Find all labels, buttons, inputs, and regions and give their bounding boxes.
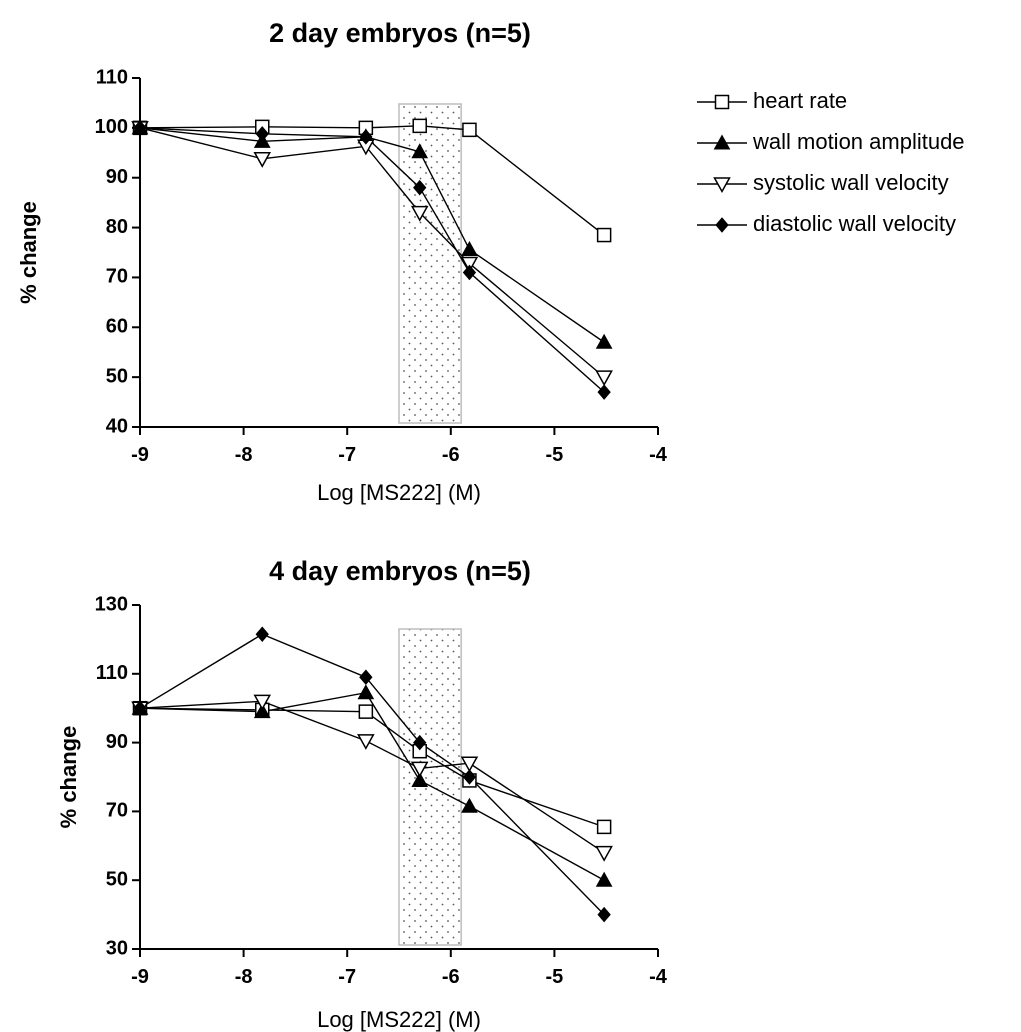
series-points-systolic-wall-velocity (131, 121, 613, 387)
data-point (460, 256, 479, 273)
x-tick-label: -5 (546, 444, 564, 466)
chart-title: 2 day embryos (n=5) (269, 18, 531, 48)
data-point (253, 694, 272, 711)
chart-title: 4 day embryos (n=5) (269, 556, 531, 586)
data-point (595, 333, 613, 349)
legend-item: heart rate (697, 88, 847, 113)
data-point (255, 626, 269, 643)
data-point (411, 143, 429, 159)
series-line-diastolic-wall-velocity (139, 633, 605, 916)
x-tick-label: -4 (649, 966, 668, 988)
y-tick-label: 50 (106, 365, 128, 387)
data-point (357, 684, 375, 700)
x-tick-label: -9 (131, 966, 149, 988)
series-line-diastolic-wall-velocity (139, 127, 605, 393)
y-tick-label: 30 (106, 937, 128, 959)
shaded-region (398, 628, 462, 946)
data-point (595, 871, 613, 887)
data-point (595, 370, 613, 387)
x-tick-label: -8 (235, 966, 253, 988)
y-tick-label: 110 (96, 66, 128, 88)
data-point (595, 845, 613, 862)
series-points-heart-rate (132, 700, 612, 835)
data-point (133, 700, 147, 716)
y-tick-label: 90 (106, 166, 128, 188)
series-line-systolic-wall-velocity (139, 700, 605, 854)
data-point (410, 761, 429, 778)
data-point (133, 120, 147, 136)
data-point (255, 126, 269, 142)
data-point (411, 771, 429, 787)
data-point (462, 264, 477, 281)
data-point (413, 734, 427, 751)
series-points-diastolic-wall-velocity (133, 626, 611, 923)
x-tick-label: -9 (131, 444, 149, 466)
x-axis-label: Log [MS222] (M) (317, 1007, 481, 1032)
data-point (462, 122, 477, 138)
y-tick-label: 40 (106, 415, 128, 437)
legend-marker (715, 217, 729, 233)
series-points-diastolic-wall-velocity (133, 120, 611, 400)
y-tick-label: 70 (106, 800, 128, 822)
x-tick-label: -7 (338, 444, 356, 466)
legend-marker (714, 94, 730, 110)
data-point (461, 240, 478, 257)
series-line-wall-motion-amplitude (139, 691, 605, 881)
data-point (596, 819, 612, 835)
data-point (359, 669, 373, 686)
data-point (597, 906, 611, 923)
y-tick-label: 80 (106, 216, 128, 238)
data-point (597, 384, 611, 400)
x-tick-label: -8 (235, 444, 253, 466)
x-tick-label: -4 (649, 444, 668, 466)
data-point (413, 179, 427, 196)
shaded-region (398, 103, 462, 424)
data-point (596, 227, 612, 243)
legend-marker (713, 177, 731, 194)
series-points-heart-rate (132, 118, 612, 243)
x-axis-label: Log [MS222] (M) (317, 480, 481, 505)
y-axis-label: % change (56, 726, 81, 829)
legend-item: systolic wall velocity (697, 170, 949, 195)
chart-4-day-embryos: 4 day embryos (n=5) % change Log [MS222]… (56, 556, 668, 1032)
legend: heart rate wall motion amplitude systolic … (697, 88, 965, 236)
y-tick-label: 110 (96, 662, 128, 684)
legend-label: systolic wall velocity (753, 170, 949, 195)
series-line-systolic-wall-velocity (139, 127, 605, 378)
x-tick-label: -6 (442, 444, 460, 466)
legend-item: wall motion amplitude (697, 129, 965, 154)
data-point (253, 703, 271, 719)
legend-label: heart rate (753, 88, 847, 113)
data-point (462, 769, 477, 785)
y-tick-label: 50 (106, 868, 128, 890)
x-tick-label: -5 (546, 966, 564, 988)
series-line-heart-rate (139, 707, 605, 828)
legend-marker (713, 134, 731, 150)
data-point (412, 118, 427, 134)
legend-item: diastolic wall velocity (697, 211, 956, 236)
x-tick-label: -6 (442, 966, 460, 988)
legend-label: wall motion amplitude (752, 129, 965, 154)
data-point (359, 129, 373, 145)
y-tick-label: 60 (106, 316, 128, 338)
data-point (461, 797, 478, 813)
data-point (253, 152, 272, 168)
y-tick-label: 130 (95, 593, 128, 615)
x-tick-label: -7 (338, 966, 356, 988)
data-point (460, 756, 479, 773)
series-line-heart-rate (139, 125, 605, 236)
series-line-wall-motion-amplitude (139, 127, 605, 343)
y-tick-label: 100 (95, 116, 128, 138)
data-point (357, 734, 375, 750)
series-points-systolic-wall-velocity (131, 694, 613, 862)
y-axis-label: % change (16, 201, 41, 304)
y-tick-label: 90 (106, 731, 128, 753)
chart-2-day-embryos: 2 day embryos (n=5) % change Log [MS222]… (16, 18, 965, 505)
data-point (410, 205, 429, 222)
y-tick-label: 70 (106, 266, 128, 288)
legend-label: diastolic wall velocity (753, 211, 956, 236)
data-point (358, 704, 374, 719)
